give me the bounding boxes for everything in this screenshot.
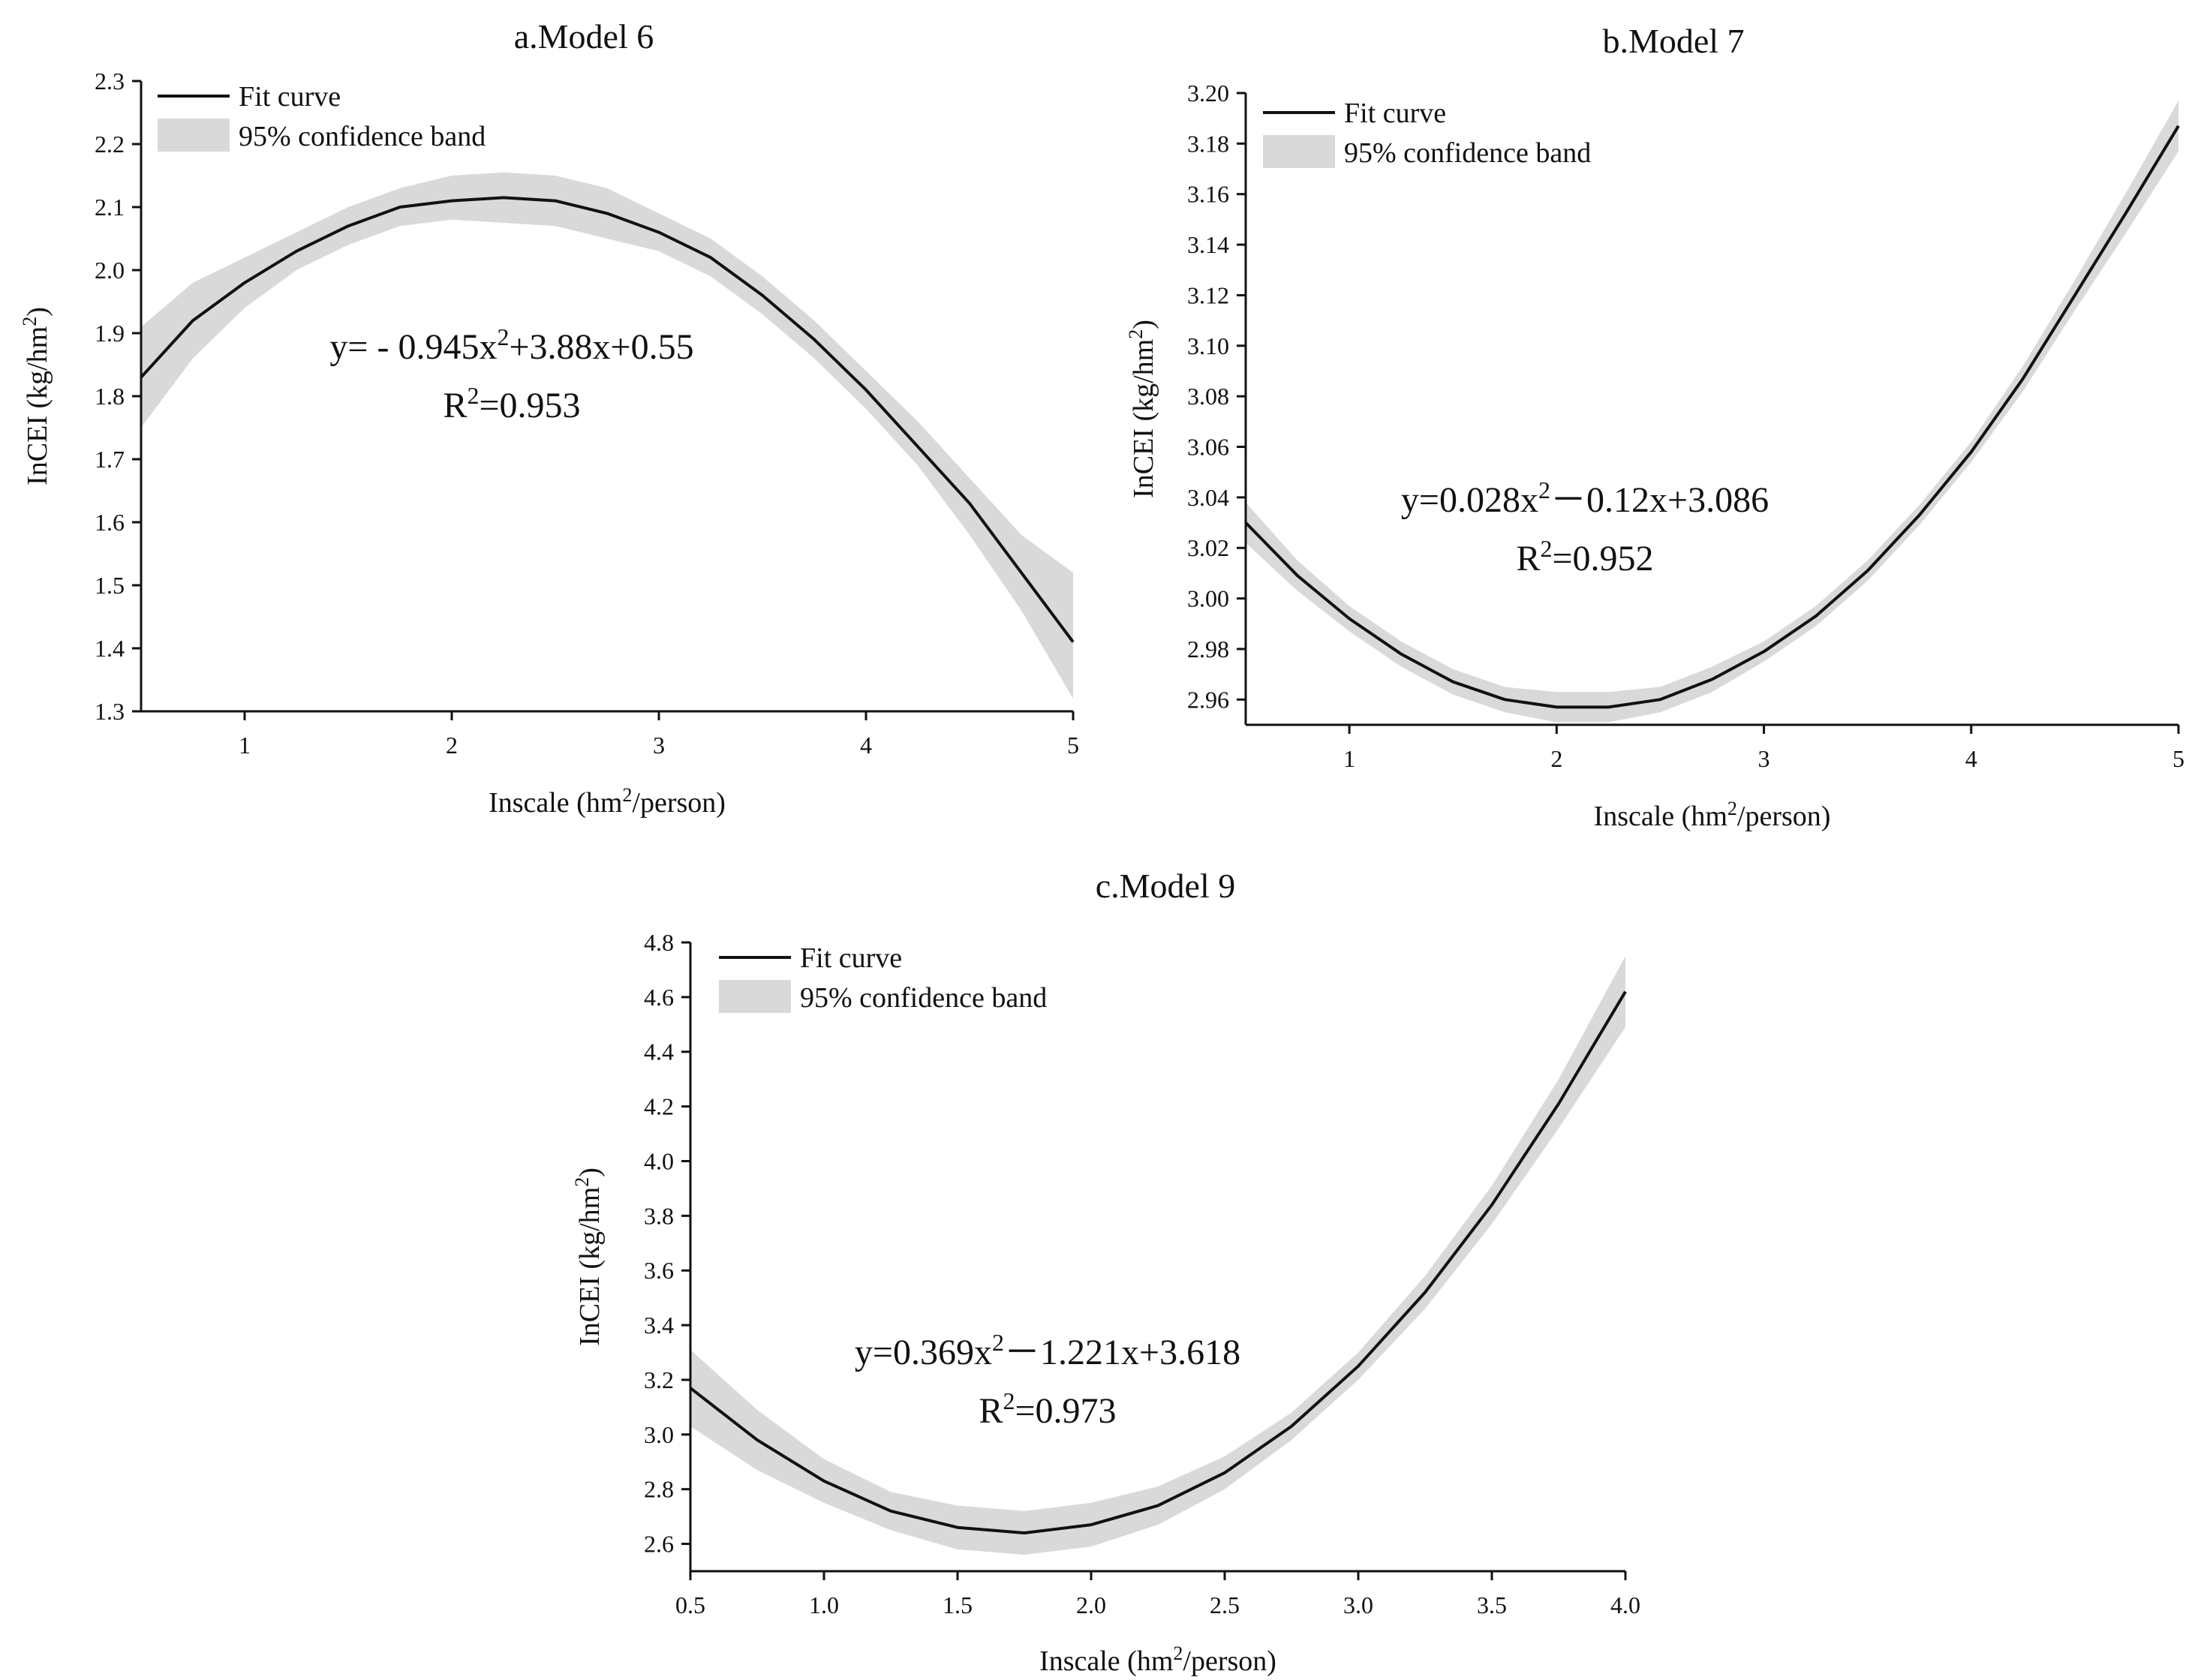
r-squared: R2=0.952 — [1516, 535, 1653, 579]
legend: Fit curve 95% confidence band — [1263, 98, 1591, 169]
x-axis-label: Inscale (hm2/person) — [1594, 798, 1831, 833]
legend-band-swatch — [1263, 135, 1335, 168]
y-axis-label: InCEI (kg/hm2) — [1125, 320, 1160, 498]
panel-title: b.Model 7 — [1602, 22, 1744, 60]
r-squared: R2=0.953 — [443, 382, 580, 425]
y-tick-label: 3.18 — [1187, 130, 1229, 157]
y-tick-label: 2.96 — [1187, 686, 1229, 713]
y-tick-label: 3.08 — [1187, 383, 1229, 410]
y-tick-label: 1.3 — [95, 698, 125, 725]
y-tick-label: 4.4 — [644, 1038, 674, 1065]
y-tick-label: 4.8 — [644, 929, 674, 956]
panel-title: c.Model 9 — [1096, 867, 1236, 905]
y-tick-label: 4.0 — [644, 1147, 674, 1174]
y-axis-label: InCEI (kg/hm2) — [19, 307, 54, 485]
y-tick-label: 2.8 — [644, 1476, 674, 1503]
y-tick-label: 4.2 — [644, 1093, 674, 1120]
legend-fit-label: Fit curve — [1344, 98, 1446, 129]
confidence-band — [141, 172, 1073, 699]
fit-curve — [689, 990, 1627, 1534]
y-tick-label: 3.0 — [644, 1421, 674, 1448]
y-tick-label: 3.12 — [1187, 281, 1229, 308]
legend-band-label: 95% confidence band — [239, 121, 486, 152]
y-tick-label: 3.04 — [1187, 484, 1229, 511]
y-tick-label: 3.16 — [1187, 181, 1229, 208]
panel-title: a.Model 6 — [514, 17, 654, 56]
x-tick-label: 3 — [653, 732, 665, 759]
x-tick-label: 3.5 — [1477, 1591, 1507, 1618]
y-tick-label: 3.02 — [1187, 534, 1229, 561]
fit-equation: y=0.028x2－0.12x+3.086 — [1401, 476, 1769, 520]
fit-curve — [140, 196, 1075, 643]
x-tick-label: 2.5 — [1210, 1591, 1240, 1618]
legend: Fit curve 95% confidence band — [719, 942, 1047, 1014]
x-tick-label: 2 — [446, 732, 458, 759]
confidence-band — [690, 956, 1625, 1555]
y-tick-label: 3.00 — [1187, 585, 1229, 612]
x-tick-label: 4 — [1965, 745, 1977, 772]
y-axis-label: InCEI (kg/hm2) — [571, 1168, 606, 1346]
x-tick-label: 5 — [1067, 732, 1079, 759]
confidence-band — [1246, 101, 2178, 723]
x-tick-label: 1 — [239, 732, 251, 759]
x-tick-label: 4.0 — [1610, 1591, 1640, 1618]
fit-equation: y=0.369x2－1.221x+3.618 — [855, 1329, 1240, 1372]
legend-band-swatch — [719, 980, 791, 1013]
y-tick-label: 1.4 — [95, 635, 125, 662]
panel-c: 2.6 2.8 3.0 3.2 3.4 3.6 3.8 4.0 4.2 4.4 4.6 4.8 0.5 1… — [571, 867, 1641, 1677]
y-tick-label: 1.7 — [95, 446, 125, 473]
y-tick-label: 1.5 — [95, 572, 125, 599]
x-tick-label: 2.0 — [1076, 1591, 1106, 1618]
legend-band-swatch — [158, 119, 230, 152]
x-tick-label: 1.0 — [809, 1591, 839, 1618]
panel-a: 1.3 1.4 1.5 1.6 1.7 1.8 1.9 2.0 2.1 2.2 2.3 1 2 3 4 5 a.… — [19, 17, 1080, 819]
y-tick-label: 3.14 — [1187, 231, 1229, 258]
fit-equation: y= - 0.945x2+3.88x+0.55 — [329, 323, 693, 367]
y-tick-label: 3.20 — [1187, 80, 1229, 107]
legend-band-label: 95% confidence band — [800, 982, 1047, 1014]
y-tick-label: 2.3 — [95, 68, 125, 95]
y-tick-label: 4.6 — [644, 984, 674, 1011]
x-tick-label: 0.5 — [675, 1591, 705, 1618]
legend-fit-label: Fit curve — [239, 81, 341, 113]
x-tick-label: 3 — [1758, 745, 1770, 772]
x-axis-label: Inscale (hm2/person) — [489, 784, 726, 819]
y-tick-label: 2.98 — [1187, 636, 1229, 663]
x-tick-label: 1.5 — [943, 1591, 973, 1618]
x-tick-label: 5 — [2172, 745, 2184, 772]
fit-curve — [1244, 125, 2180, 709]
y-tick-label: 1.6 — [95, 509, 125, 536]
panel-b: 2.96 2.98 3.00 3.02 3.04 3.06 3.08 3.10 3.12 3.14… — [1125, 22, 2185, 832]
y-tick-label: 3.06 — [1187, 434, 1229, 461]
y-tick-label: 3.2 — [644, 1366, 674, 1393]
x-tick-label: 1 — [1343, 745, 1355, 772]
y-tick-label: 1.8 — [95, 383, 125, 410]
legend: Fit curve 95% confidence band — [158, 81, 486, 152]
y-tick-label: 1.9 — [95, 320, 125, 347]
x-tick-label: 4 — [860, 732, 872, 759]
y-tick-label: 2.0 — [95, 257, 125, 284]
y-tick-label: 2.2 — [95, 131, 125, 158]
legend-band-label: 95% confidence band — [1344, 137, 1591, 169]
y-tick-label: 3.10 — [1187, 332, 1229, 359]
y-tick-label: 3.6 — [644, 1257, 674, 1284]
legend-fit-label: Fit curve — [800, 942, 902, 974]
y-tick-label: 2.1 — [95, 194, 125, 221]
y-tick-label: 2.6 — [644, 1531, 674, 1558]
r-squared: R2=0.973 — [979, 1387, 1116, 1431]
x-tick-label: 3.0 — [1343, 1591, 1373, 1618]
y-tick-label: 3.4 — [644, 1312, 674, 1339]
y-tick-label: 3.8 — [644, 1202, 674, 1229]
x-tick-label: 2 — [1550, 745, 1562, 772]
x-axis-label: Inscale (hm2/person) — [1039, 1642, 1276, 1678]
